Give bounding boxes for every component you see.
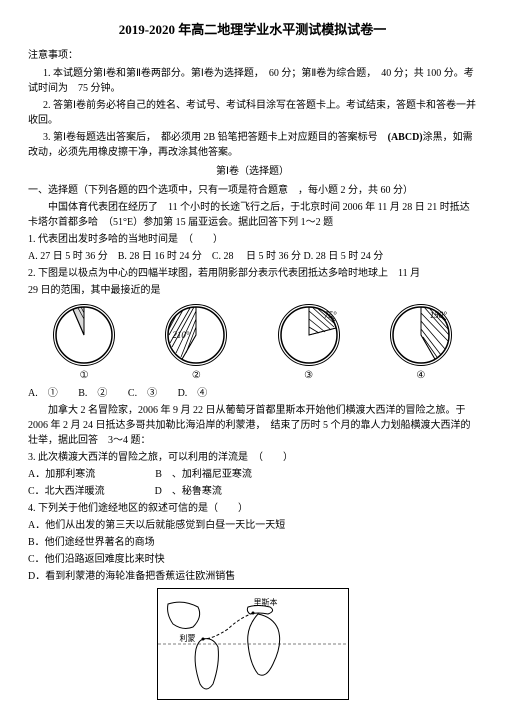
page-title: 2019-2020 年高二地理学业水平测试模拟试卷一: [28, 20, 477, 40]
pie-3-angle: 75°: [324, 309, 337, 323]
question-4-opt-b: B．他们途经世界著名的商场: [28, 535, 477, 550]
pie-3: 75°: [278, 304, 340, 366]
pie-1: [53, 304, 115, 366]
q2-opt-b: B. ②: [78, 386, 107, 401]
notice-3a: 3. 第Ⅰ卷每题选出答案后， 都必须用 2B 铅笔把答题卡上对应题目的答案标号: [43, 132, 388, 143]
pie-num-2: ②: [192, 368, 201, 383]
notice-label: 注意事项：: [28, 48, 477, 63]
question-4-opt-a: A．他们从出发的第三天以后就能感觉到白昼一天比一天短: [28, 518, 477, 533]
question-3: 3. 此次横渡大西洋的冒险之旅，可以利用的洋流是 （ ）: [28, 450, 477, 465]
question-2c: 29 日的范围，其中最接近的是: [28, 283, 477, 298]
pie-chart-row: 210° 75°: [28, 304, 477, 366]
question-2b: 11 月: [398, 268, 420, 279]
q2-opt-d: D. ④: [178, 386, 208, 401]
notice-2: 2. 答第Ⅰ卷前务必将自己的姓名、考试号、考试科目涂写在答题卡上。考试结束，答题…: [28, 98, 477, 128]
world-map: 里斯本 利蒙: [157, 588, 349, 700]
map-label-limon: 利蒙: [180, 633, 196, 645]
notice-3b: (ABCD): [388, 132, 423, 143]
passage-2: 加拿大 2 名冒险家，2006 年 9 月 22 日从葡萄牙首都里斯本开始他们横…: [28, 403, 477, 448]
question-1-options: A. 27 日 5 时 36 分 B. 28 日 16 时 24 分 C. 28…: [28, 249, 477, 264]
pie-2-angle: 210°: [172, 329, 189, 343]
pie-4-angle: 150°: [430, 309, 447, 323]
notice-3: 3. 第Ⅰ卷每题选出答案后， 都必须用 2B 铅笔把答题卡上对应题目的答案标号 …: [28, 130, 477, 160]
question-4-opt-d: D．看到利蒙港的海轮准备把香蕉运往欧洲销售: [28, 569, 477, 584]
question-4: 4. 下列关于他们途经地区的叙述可信的是（ ）: [28, 501, 477, 516]
q2-opt-c: C. ③: [128, 386, 157, 401]
pie-num-4: ④: [416, 368, 425, 383]
question-2-options: A. ① B. ② C. ③ D. ④: [28, 386, 477, 401]
q2-opt-a: A. ①: [28, 386, 58, 401]
pie-numbers: ① ② ③ ④: [28, 368, 477, 383]
passage-1: 中国体育代表团在经历了 11 个小时的长途飞行之后，于北京时间 2006 年 1…: [28, 200, 477, 230]
pie-num-3: ③: [304, 368, 313, 383]
question-4-opt-c: C．他们沿路返回难度比来时快: [28, 552, 477, 567]
question-3-opts-b: C．北大西洋暖流 D 、秘鲁寒流: [28, 484, 477, 499]
section-1-desc: 一、选择题（下列各题的四个选项中，只有一项是符合题意 ，每小题 2 分，共 60…: [28, 183, 477, 198]
pie-num-1: ①: [80, 368, 89, 383]
question-3-opts-a: A．加那利寒流 B 、加利福尼亚寒流: [28, 467, 477, 482]
question-1: 1. 代表团出发时多哈的当地时间是 （ ）: [28, 232, 477, 247]
pie-4: 150°: [390, 304, 452, 366]
notice-1: 1. 本试题分第Ⅰ卷和第Ⅱ卷两部分。第Ⅰ卷为选择题， 60 分；第Ⅱ卷为综合题，…: [28, 66, 477, 96]
map-wrap: 里斯本 利蒙: [28, 588, 477, 704]
question-2a: 2. 下图是以极点为中心的四幅半球图，若用阴影部分表示代表团抵达多哈时地球上: [28, 268, 398, 279]
pie-2: 210°: [165, 304, 227, 366]
section-1-head: 第Ⅰ卷（选择题）: [28, 164, 477, 179]
question-2: 2. 下图是以极点为中心的四幅半球图，若用阴影部分表示代表团抵达多哈时地球上 1…: [28, 266, 477, 281]
map-label-lisbon: 里斯本: [254, 597, 278, 609]
